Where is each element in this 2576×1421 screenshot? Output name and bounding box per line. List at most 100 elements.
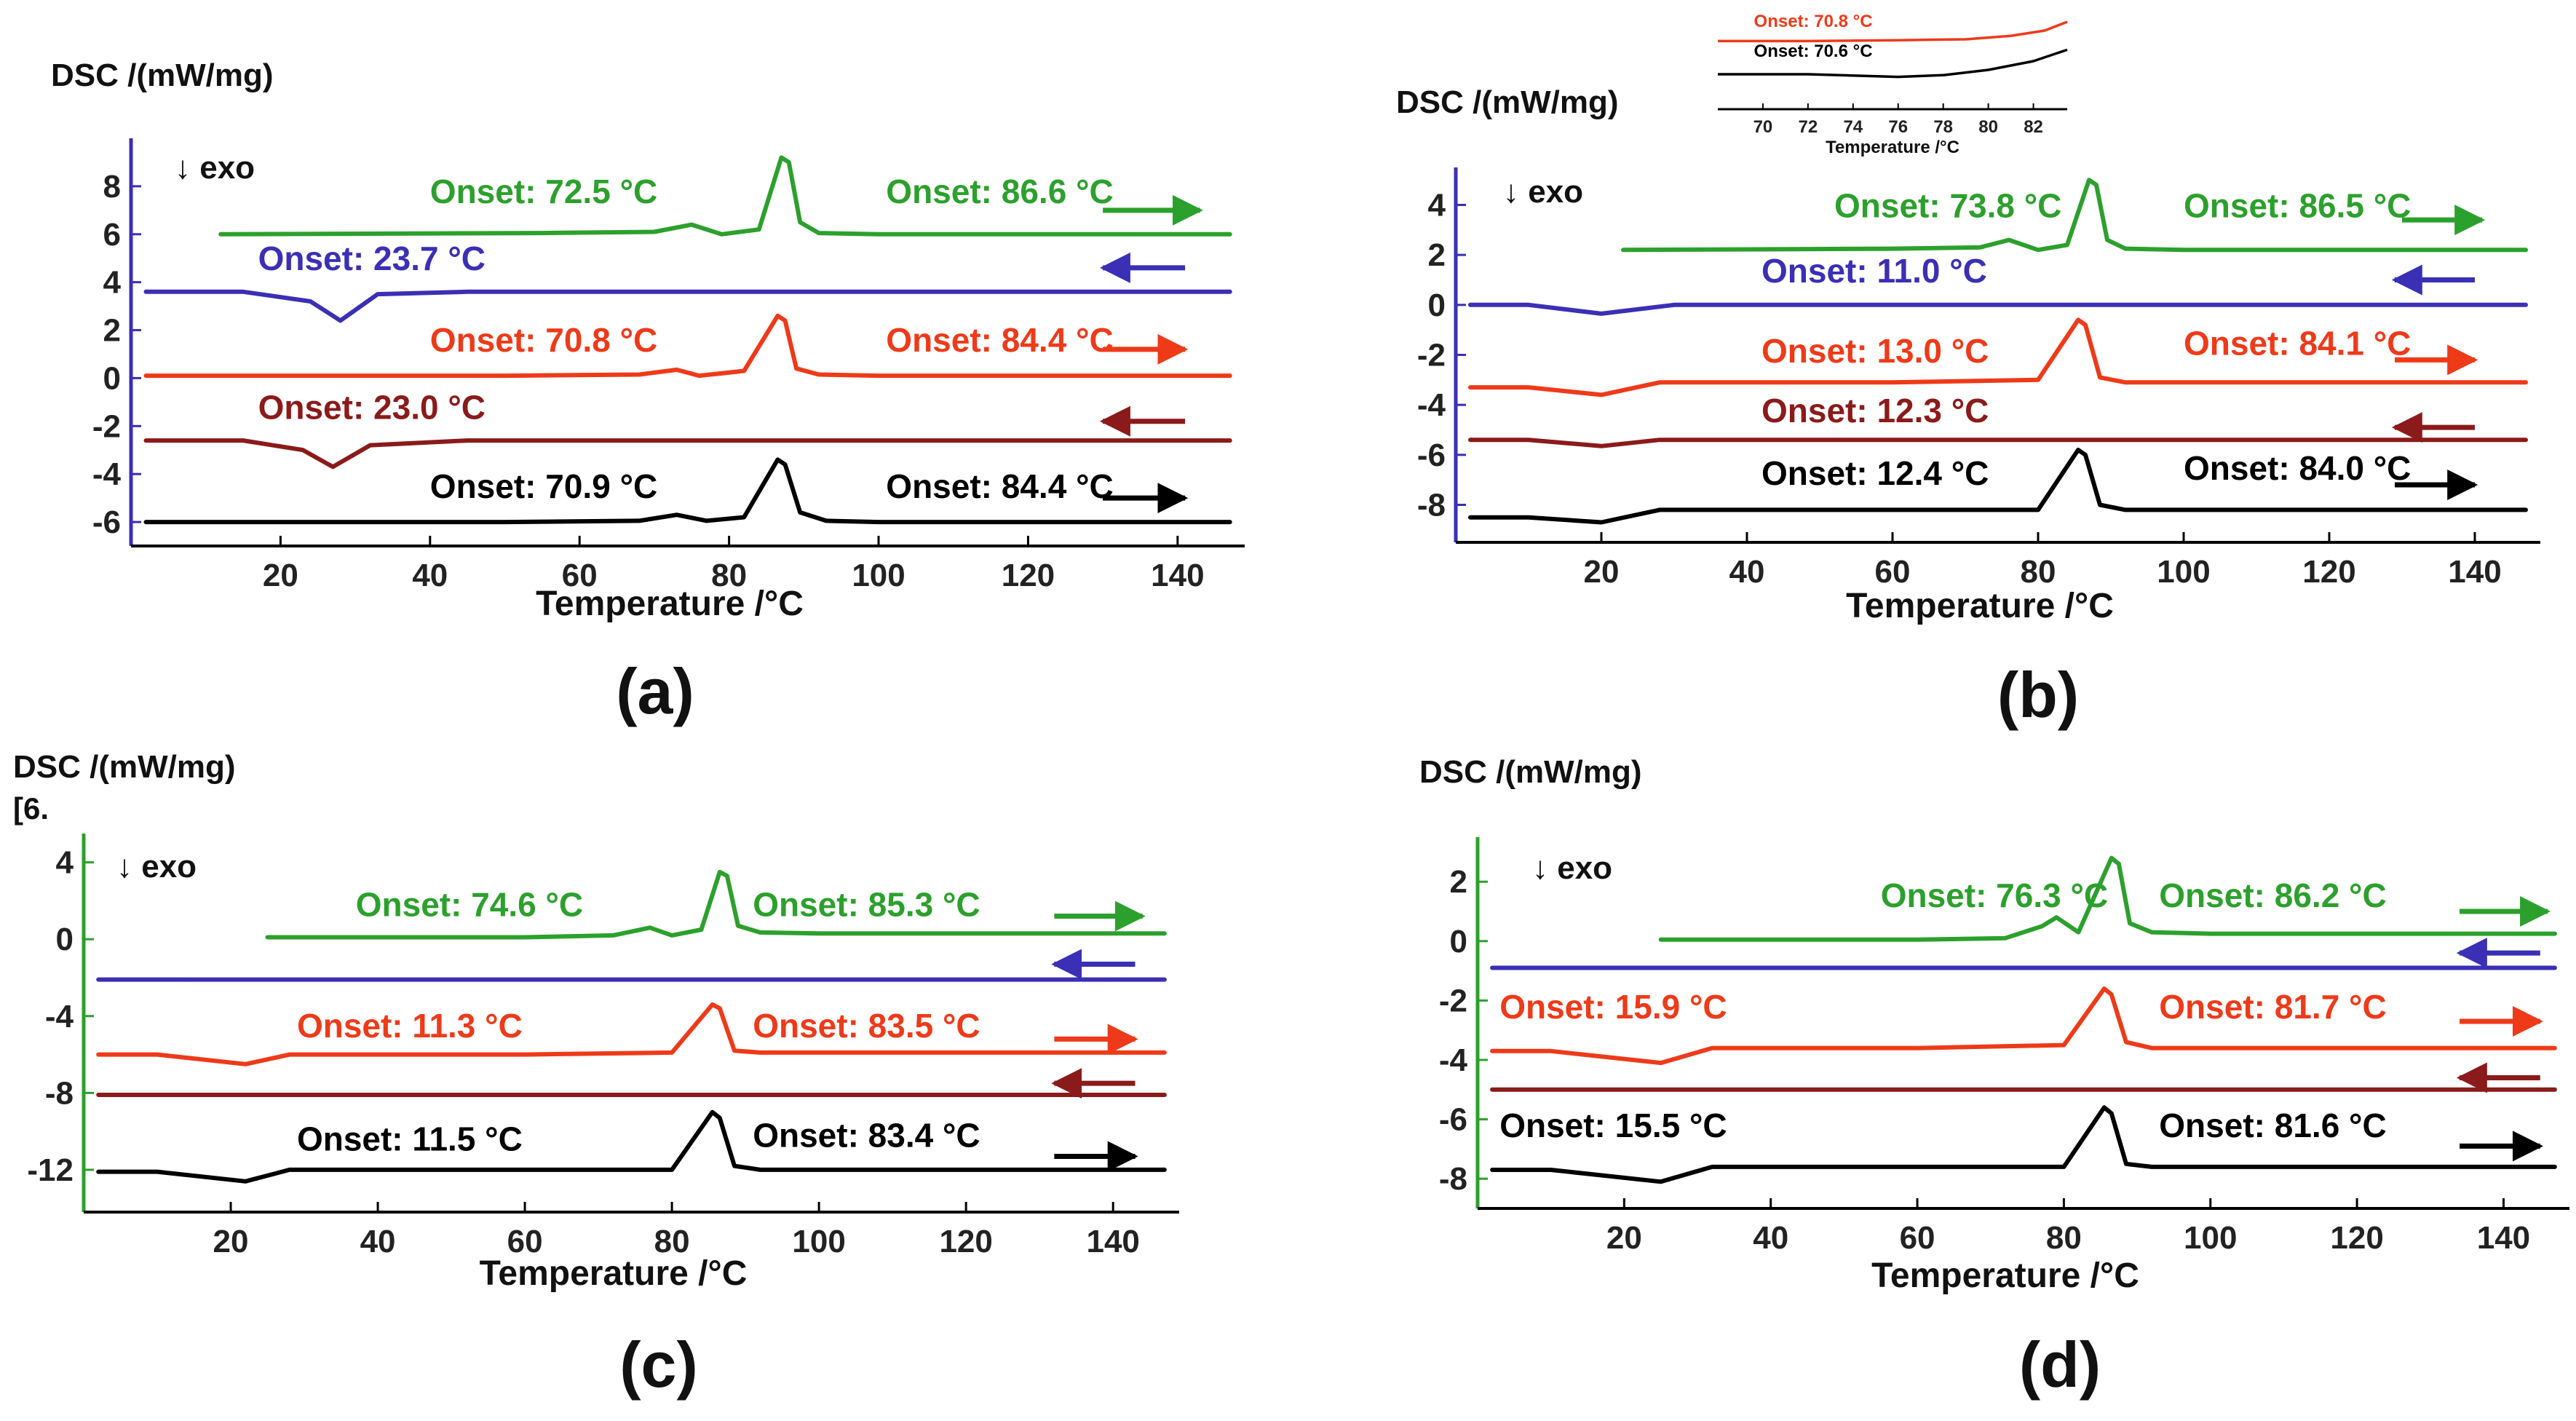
- x-axis-label: Temperature /°C: [536, 585, 804, 623]
- onset-label: Onset: 81.7 °C: [2159, 988, 2386, 1026]
- exo-label: ↓ exo: [175, 150, 255, 186]
- onset-label: Onset: 86.6 °C: [886, 173, 1113, 210]
- y-tick-label: 0: [103, 360, 121, 396]
- y-axis-label-extra: [6.: [13, 791, 49, 826]
- y-tick-label: 2: [1450, 864, 1467, 900]
- y-axis-label: DSC /(mW/mg): [13, 749, 236, 785]
- x-tick-label: 80: [711, 558, 747, 593]
- panel-label: (c): [619, 1329, 698, 1401]
- inset-curve: [1718, 48, 2068, 79]
- y-tick-label: 6: [103, 217, 121, 253]
- y-tick-label: 4: [56, 845, 74, 881]
- x-tick-label: 100: [792, 1224, 845, 1259]
- onset-label: Onset: 84.0 °C: [2184, 449, 2411, 487]
- y-tick-label: -4: [92, 456, 122, 492]
- y-tick-label: -8: [1439, 1161, 1467, 1197]
- y-tick-label: -12: [27, 1152, 74, 1188]
- onset-label: Onset: 23.7 °C: [258, 240, 486, 277]
- onset-label: Onset: 84.1 °C: [2184, 325, 2411, 363]
- x-axis-label: Temperature /°C: [1871, 1256, 2139, 1295]
- dsc-curve: [1468, 448, 2528, 525]
- y-tick-label: 8: [103, 169, 121, 205]
- dsc-curve: [218, 155, 1232, 237]
- inset-x-tick-label: 74: [1843, 117, 1863, 137]
- dsc-curve: [1658, 855, 2557, 942]
- onset-label: Onset: 11.0 °C: [1761, 252, 1987, 290]
- x-tick-label: 20: [263, 558, 298, 593]
- y-tick-label: 0: [1450, 924, 1467, 959]
- x-tick-label: 40: [1753, 1220, 1788, 1256]
- inset-x-tick-label: 80: [1978, 117, 1998, 137]
- x-tick-label: 100: [2157, 554, 2210, 590]
- y-tick-label: -4: [1417, 387, 1446, 423]
- inset-x-tick-label: 70: [1753, 117, 1773, 137]
- x-tick-label: 140: [2448, 554, 2501, 590]
- x-tick-label: 100: [2184, 1220, 2237, 1256]
- exo-label: ↓ exo: [1532, 850, 1612, 886]
- dsc-curve: [96, 1109, 1167, 1184]
- x-axis-label: Temperature /°C: [1846, 587, 2114, 625]
- dsc-curve: [143, 313, 1232, 379]
- x-tick-label: 20: [1584, 554, 1620, 590]
- y-tick-label: -6: [1439, 1102, 1467, 1138]
- onset-label: Onset: 86.2 °C: [2159, 876, 2386, 914]
- onset-label: Onset: 15.5 °C: [1499, 1107, 1727, 1144]
- dsc-curve: [1468, 438, 2528, 448]
- onset-label: Onset: 84.4 °C: [886, 467, 1113, 505]
- onset-label: Onset: 83.4 °C: [753, 1116, 980, 1154]
- x-tick-label: 40: [412, 558, 448, 593]
- onset-label: Onset: 74.6 °C: [356, 886, 583, 924]
- x-tick-label: 40: [360, 1224, 396, 1259]
- dsc-curve: [96, 1002, 1167, 1066]
- onset-label: Onset: 11.5 °C: [297, 1120, 523, 1158]
- x-tick-label: 140: [1151, 558, 1204, 593]
- y-tick-label: -4: [1439, 1042, 1468, 1078]
- x-tick-label: 20: [213, 1224, 249, 1259]
- y-tick-label: 0: [1428, 288, 1446, 323]
- onset-label: Onset: 84.4 °C: [886, 321, 1113, 359]
- y-tick-label: -6: [92, 504, 121, 540]
- dsc-curve: [1621, 178, 2528, 253]
- y-tick-label: 4: [1428, 188, 1446, 223]
- exo-label: ↓ exo: [1503, 174, 1583, 210]
- panel-label: (b): [1997, 659, 2079, 731]
- y-tick-label: -8: [45, 1075, 74, 1111]
- inset-chart: 70 72 74 76 78 80 82 Temperature /°C Onset: 70.8…: [1718, 12, 2068, 157]
- dsc-curve: [143, 438, 1232, 470]
- y-tick-label: 2: [103, 313, 121, 349]
- dsc-curve: [143, 457, 1232, 525]
- onset-label: Onset: 12.4 °C: [1761, 454, 1989, 492]
- dsc-curve: [1490, 986, 2557, 1066]
- x-tick-label: 20: [1606, 1220, 1642, 1256]
- dsc-curve: [1490, 1105, 2557, 1184]
- y-axis-label: DSC /(mW/mg): [51, 58, 274, 93]
- x-tick-label: 40: [1729, 554, 1765, 590]
- panel-label: (a): [616, 655, 694, 727]
- dsc-curve: [1468, 317, 2528, 397]
- x-tick-label: 80: [2046, 1220, 2082, 1256]
- x-tick-label: 60: [562, 558, 598, 593]
- inset-curve: [1718, 20, 2068, 43]
- y-axis-label: DSC /(mW/mg): [1396, 84, 1619, 120]
- inset-x-axis-label: Temperature /°C: [1826, 138, 1959, 157]
- x-tick-label: 100: [852, 558, 905, 593]
- x-tick-label: 60: [1875, 554, 1911, 590]
- inset-onset-label: Onset: 70.6 °C: [1754, 41, 1873, 61]
- y-tick-label: -2: [1439, 983, 1467, 1018]
- onset-label: Onset: 23.0 °C: [258, 388, 486, 426]
- x-tick-label: 120: [939, 1224, 992, 1259]
- inset-x-tick-label: 78: [1933, 117, 1953, 137]
- onset-label: Onset: 73.8 °C: [1834, 187, 2061, 225]
- inset-x-tick-label: 72: [1799, 117, 1818, 137]
- y-tick-label: -8: [1417, 488, 1446, 523]
- y-tick-label: -4: [45, 999, 74, 1034]
- y-tick-label: -2: [1417, 338, 1446, 373]
- y-tick-label: 2: [1428, 237, 1446, 273]
- dsc-curve: [1468, 302, 2528, 316]
- inset-x-tick-label: 82: [2024, 117, 2043, 137]
- onset-label: Onset: 70.9 °C: [430, 467, 657, 505]
- onset-label: Onset: 72.5 °C: [430, 173, 657, 210]
